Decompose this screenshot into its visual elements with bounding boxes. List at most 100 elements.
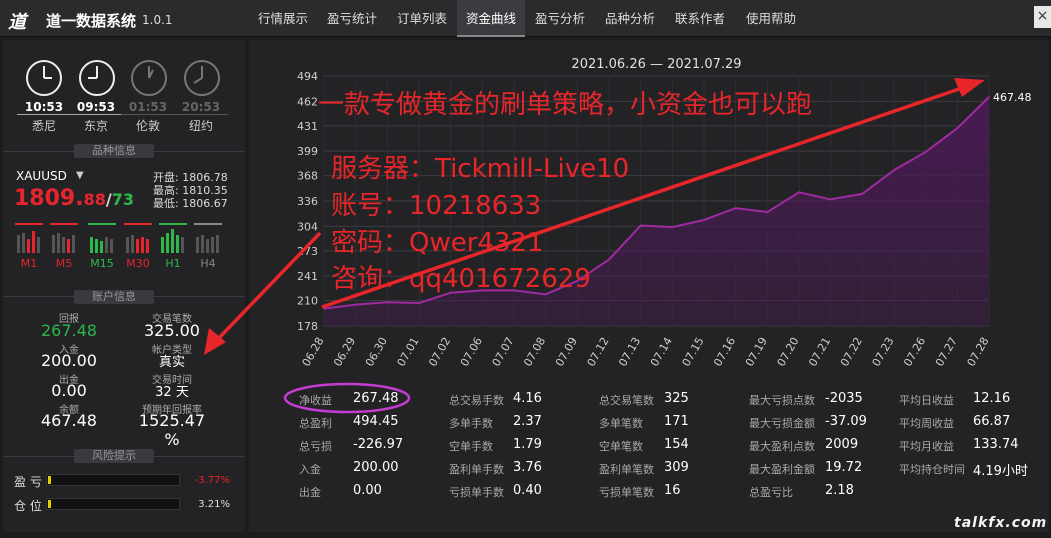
risk-title: 风险提示 — [74, 449, 154, 463]
price-fraction: 88 — [83, 190, 106, 209]
open-price: 开盘: 1806.78 — [153, 169, 228, 185]
timeframe-h1[interactable]: H1 — [165, 257, 181, 270]
stat-value: 309 — [664, 460, 689, 475]
tab-orders[interactable]: 订单列表 — [396, 11, 447, 26]
x-tick-label: 07.13 — [616, 335, 643, 369]
chart-title: 2021.06.26 — 2021.07.29 — [571, 57, 741, 72]
stat-label: 多单手数 — [449, 417, 493, 430]
balance-label: 余额 — [59, 405, 79, 416]
clock-icon — [26, 60, 62, 96]
tab-equity-curve[interactable]: 资金曲线 — [457, 0, 525, 37]
stat-label: 盈利单笔数 — [599, 463, 654, 476]
stat-value: 200.00 — [353, 460, 399, 475]
x-tick-label: 07.12 — [585, 335, 612, 369]
stat-value: 19.72 — [825, 460, 863, 475]
app-logo: 道一 — [8, 12, 26, 59]
stat-value: -2035 — [825, 391, 863, 406]
overlay-server: 服务器：Tickmill-Live10 — [331, 154, 630, 184]
watermark: talkfx.com — [954, 515, 1048, 531]
y-tick-label: 368 — [297, 170, 318, 183]
stat-value: 3.76 — [513, 460, 542, 475]
stat-label: 平均周收益 — [899, 417, 954, 430]
clock-icon — [184, 60, 220, 96]
stat-value: -37.09 — [825, 414, 867, 429]
stat-label: 亏损单手数 — [449, 486, 504, 499]
data-point — [703, 219, 705, 221]
account-info-title: 账户信息 — [74, 290, 154, 304]
stat-value: 4.16 — [513, 391, 542, 406]
x-tick-label: 07.20 — [775, 335, 802, 369]
pl-risk-bar — [46, 474, 180, 486]
data-point — [893, 169, 895, 171]
current-price: 1809.88/73 — [14, 186, 134, 211]
x-tick-label: 07.27 — [933, 335, 960, 369]
pl-risk-value: -3.77% — [194, 475, 230, 486]
stat-label: 空单手数 — [449, 440, 493, 453]
account-type-label: 帐户类型 — [152, 345, 192, 356]
open-label: 开盘: — [153, 171, 179, 184]
tab-pnl-stats[interactable]: 盈亏统计 — [326, 11, 377, 26]
triangle-down-icon[interactable]: ▼ — [76, 170, 84, 181]
signal-bars-icon — [88, 223, 116, 253]
deposit-value: 200.00 — [41, 351, 97, 370]
position-risk-label: 仓 位 — [14, 499, 42, 513]
overlay-headline: 一款专做黄金的刷单策略，小资金也可以跑 — [318, 90, 813, 120]
x-tick-label: 07.21 — [806, 335, 833, 369]
y-tick-label: 273 — [297, 245, 318, 258]
data-point — [386, 301, 389, 304]
signal-bars-icon — [194, 223, 222, 253]
data-point — [639, 224, 642, 227]
stat-label: 最大盈利点数 — [749, 440, 815, 453]
data-point — [988, 96, 990, 98]
stat-label: 总交易手数 — [449, 394, 504, 407]
pl-risk-fill — [48, 476, 51, 484]
tab-market[interactable]: 行情展示 — [257, 11, 308, 26]
clock-city-london: 伦敦 — [135, 119, 160, 133]
timeframe-m15[interactable]: M15 — [90, 257, 114, 270]
clock-city-newyork: 纽约 — [188, 119, 213, 133]
timeframe-m1[interactable]: M1 — [20, 257, 38, 270]
position-risk-fill — [48, 500, 51, 508]
price-main: 1809. — [14, 186, 84, 211]
data-point — [671, 226, 674, 228]
stat-label: 入金 — [299, 463, 321, 476]
window-close-button[interactable]: × — [1034, 6, 1051, 28]
tab-symbol-analysis[interactable]: 品种分析 — [604, 11, 655, 26]
stat-label: 净收益 — [299, 394, 332, 407]
y-tick-label: 336 — [297, 195, 318, 208]
return-value: 267.48 — [41, 321, 97, 340]
y-tick-label: 462 — [297, 95, 318, 108]
app-title: 道一数据系统 — [46, 12, 137, 30]
timeframe-m30[interactable]: M30 — [126, 257, 150, 270]
clock-time-newyork: 20:53 — [174, 100, 228, 115]
timeframe-m5[interactable]: M5 — [55, 257, 73, 270]
stat-value: 133.74 — [973, 437, 1019, 452]
clock-city-tokyo: 东京 — [83, 119, 108, 133]
stat-value: 1.79 — [513, 437, 542, 452]
symbol-selector[interactable]: XAUUSD — [16, 169, 67, 183]
y-tick-label: 399 — [297, 145, 318, 158]
trade-time-value: 32 天 — [155, 385, 189, 400]
stat-value: 66.87 — [973, 414, 1011, 429]
x-tick-label: 06.29 — [331, 335, 358, 369]
x-tick-label: 07.01 — [395, 335, 422, 369]
tab-pnl-analysis[interactable]: 盈亏分析 — [534, 11, 585, 26]
data-point — [766, 211, 769, 213]
stat-label: 总盈利 — [299, 417, 332, 430]
deposit-label: 入金 — [59, 345, 79, 356]
signal-bars-icon — [15, 223, 43, 253]
end-value-label: 467.48 — [993, 91, 1032, 104]
stat-value: 0.00 — [353, 483, 382, 498]
x-tick-label: 07.23 — [870, 335, 897, 369]
data-point — [734, 207, 737, 209]
y-tick-label: 431 — [297, 120, 318, 133]
clock-icon — [131, 60, 167, 96]
stat-value: 16 — [664, 483, 681, 498]
x-tick-label: 06.30 — [363, 335, 390, 369]
timeframe-h4[interactable]: H4 — [200, 257, 216, 270]
tab-contact[interactable]: 联系作者 — [674, 11, 725, 26]
price-separator: / — [105, 190, 112, 209]
tab-help[interactable]: 使用帮助 — [745, 11, 796, 26]
stat-label: 平均持仓时间 — [899, 463, 965, 476]
x-tick-label: 07.09 — [553, 335, 580, 369]
